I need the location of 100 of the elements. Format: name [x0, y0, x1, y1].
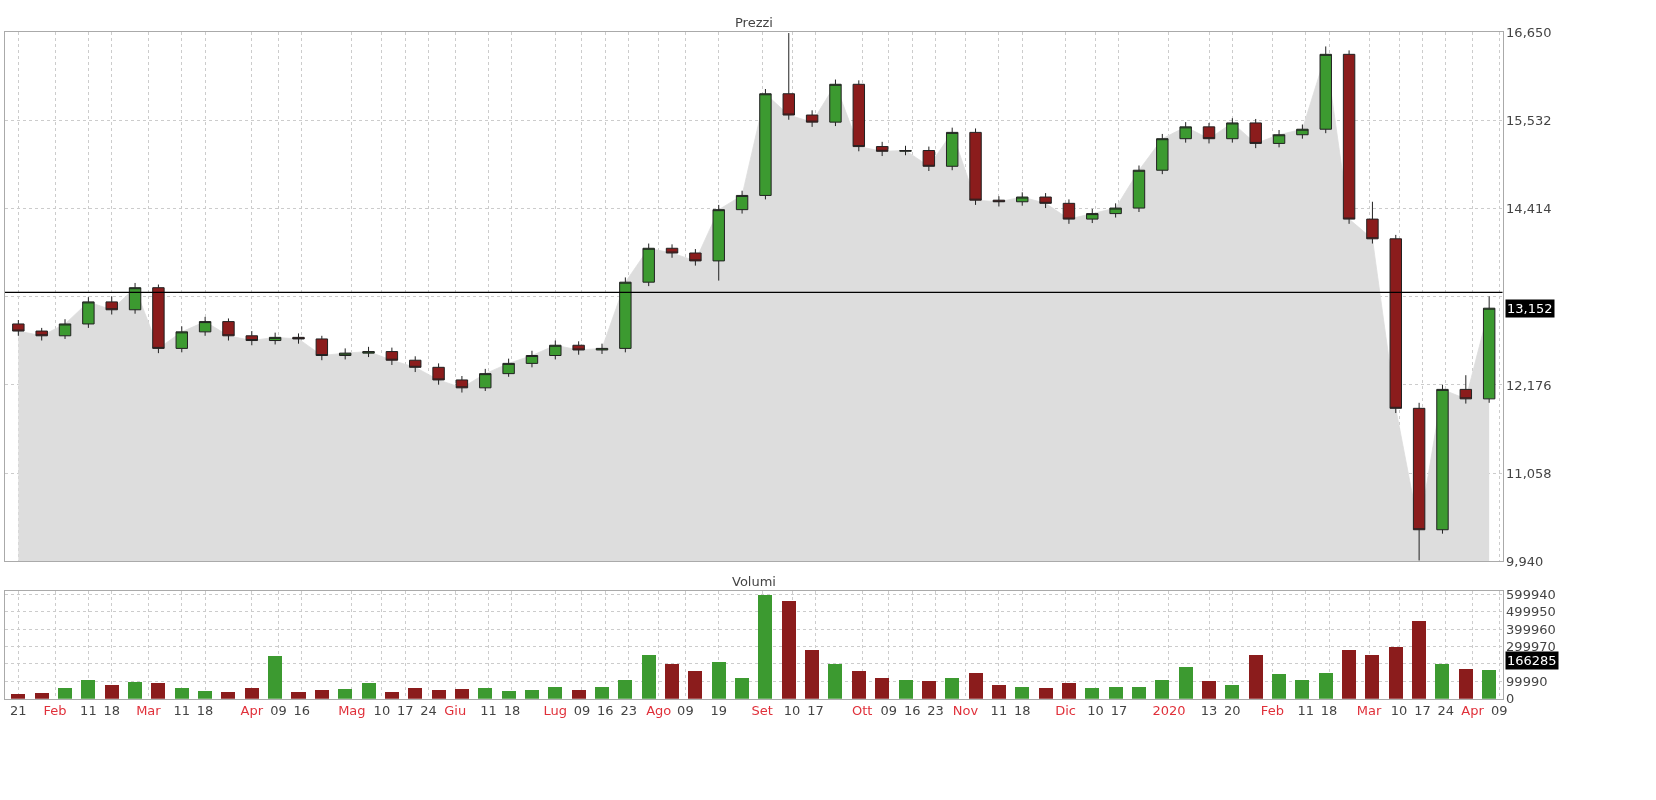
y-tick-label: 11,058 [1506, 465, 1552, 481]
bar [455, 688, 469, 699]
candlestick [665, 243, 679, 259]
x-tick-label: 17 [1414, 703, 1431, 719]
x-tick-label: 09 [1490, 703, 1508, 719]
x-tick-label: 18 [103, 703, 120, 719]
candlestick [152, 284, 165, 354]
bar [595, 686, 609, 699]
y-tick-label: 15,532 [1506, 112, 1552, 128]
x-tick-label: 10 [783, 703, 801, 719]
x-tick-label: 16 [903, 703, 921, 719]
x-tick-label: 2020 [1152, 703, 1186, 719]
bar [1132, 686, 1146, 699]
candlestick [1156, 133, 1169, 175]
x-tick-label: 09 [573, 703, 591, 719]
candlestick [502, 358, 515, 378]
candlestick [759, 88, 772, 200]
y-tick-label: 16,650 [1506, 24, 1552, 40]
bar [1155, 679, 1169, 699]
x-tick-label: 23 [620, 703, 637, 719]
candlestick [338, 347, 352, 360]
candlestick [619, 276, 632, 353]
candlestick [198, 316, 212, 337]
candlestick [1366, 201, 1379, 245]
bar [1365, 654, 1379, 699]
candlestick [735, 190, 749, 215]
bar [665, 663, 679, 699]
candlestick [1412, 402, 1426, 561]
candlestick [1016, 191, 1029, 207]
x-tick-label: 18 [1320, 703, 1338, 719]
x-tick-label: 09 [270, 703, 287, 719]
bar [688, 670, 702, 699]
x-tick-label: Mar [136, 703, 162, 719]
bar [1249, 654, 1263, 699]
candlestick [642, 243, 655, 287]
bar [899, 679, 913, 699]
x-tick-label: 10 [373, 703, 391, 719]
candlestick [829, 79, 842, 127]
bar [1109, 686, 1123, 699]
candlestick [1062, 198, 1076, 225]
x-tick-label: 18 [1013, 703, 1031, 719]
bar [502, 690, 516, 699]
x-tick-label: Apr [240, 703, 264, 719]
bar [828, 663, 842, 699]
bar [1295, 679, 1309, 699]
x-tick-label: 16 [597, 703, 614, 719]
candlestick [409, 355, 422, 373]
y-tick-label: 399960 [1506, 621, 1556, 637]
x-tick-label: Feb [1260, 703, 1284, 719]
x-tick-label: 11 [1297, 703, 1314, 719]
candlestick [572, 340, 585, 356]
bar [432, 689, 446, 699]
bar [922, 680, 936, 699]
bar [81, 679, 95, 699]
x-tick-label: 24 [1437, 703, 1455, 719]
candlestick [1039, 192, 1052, 209]
candlestick [875, 141, 889, 157]
bar [198, 690, 212, 699]
x-tick-label: 18 [196, 703, 214, 719]
candlestick [595, 343, 609, 355]
bar [945, 677, 959, 699]
x-tick-label: 09 [880, 703, 898, 719]
chart-title: Volumi [732, 574, 776, 589]
candlestick [58, 318, 72, 340]
x-tick-label: 17 [1110, 703, 1128, 719]
candlestick [945, 127, 959, 171]
text: 166285 [1507, 653, 1557, 668]
bar [969, 672, 983, 699]
candlestick [315, 335, 329, 361]
candlestick [852, 79, 866, 152]
x-tick-label: 11 [173, 703, 191, 719]
candlestick [1482, 295, 1496, 404]
y-tick-label: 0 [1506, 691, 1515, 707]
bar [758, 594, 772, 699]
bar [1062, 682, 1076, 699]
candlestick [82, 296, 95, 329]
candlestick [689, 248, 702, 267]
bar [408, 687, 422, 699]
bar [992, 684, 1006, 699]
candlestick [479, 368, 492, 392]
x-tick-label: 21 [10, 703, 27, 719]
bar [151, 682, 165, 699]
candlestick [1226, 117, 1239, 144]
candlestick [362, 346, 375, 358]
candlestick [1132, 164, 1146, 213]
bar [1015, 686, 1029, 699]
text: 13,152 [1507, 301, 1553, 316]
candlestick [292, 332, 305, 345]
bar [175, 687, 189, 699]
y-tick-label: 14,414 [1506, 201, 1552, 217]
chart-title: Prezzi [735, 15, 773, 30]
bar [1412, 620, 1426, 699]
candlestick [105, 295, 118, 315]
candlestick [128, 282, 142, 315]
x-tick-label: Ott [851, 703, 873, 719]
x-tick-label: Giu [444, 703, 467, 719]
candlestick [969, 127, 982, 206]
bar [1202, 680, 1216, 699]
bar [478, 687, 492, 699]
x-tick-label: Apr [1461, 703, 1485, 719]
